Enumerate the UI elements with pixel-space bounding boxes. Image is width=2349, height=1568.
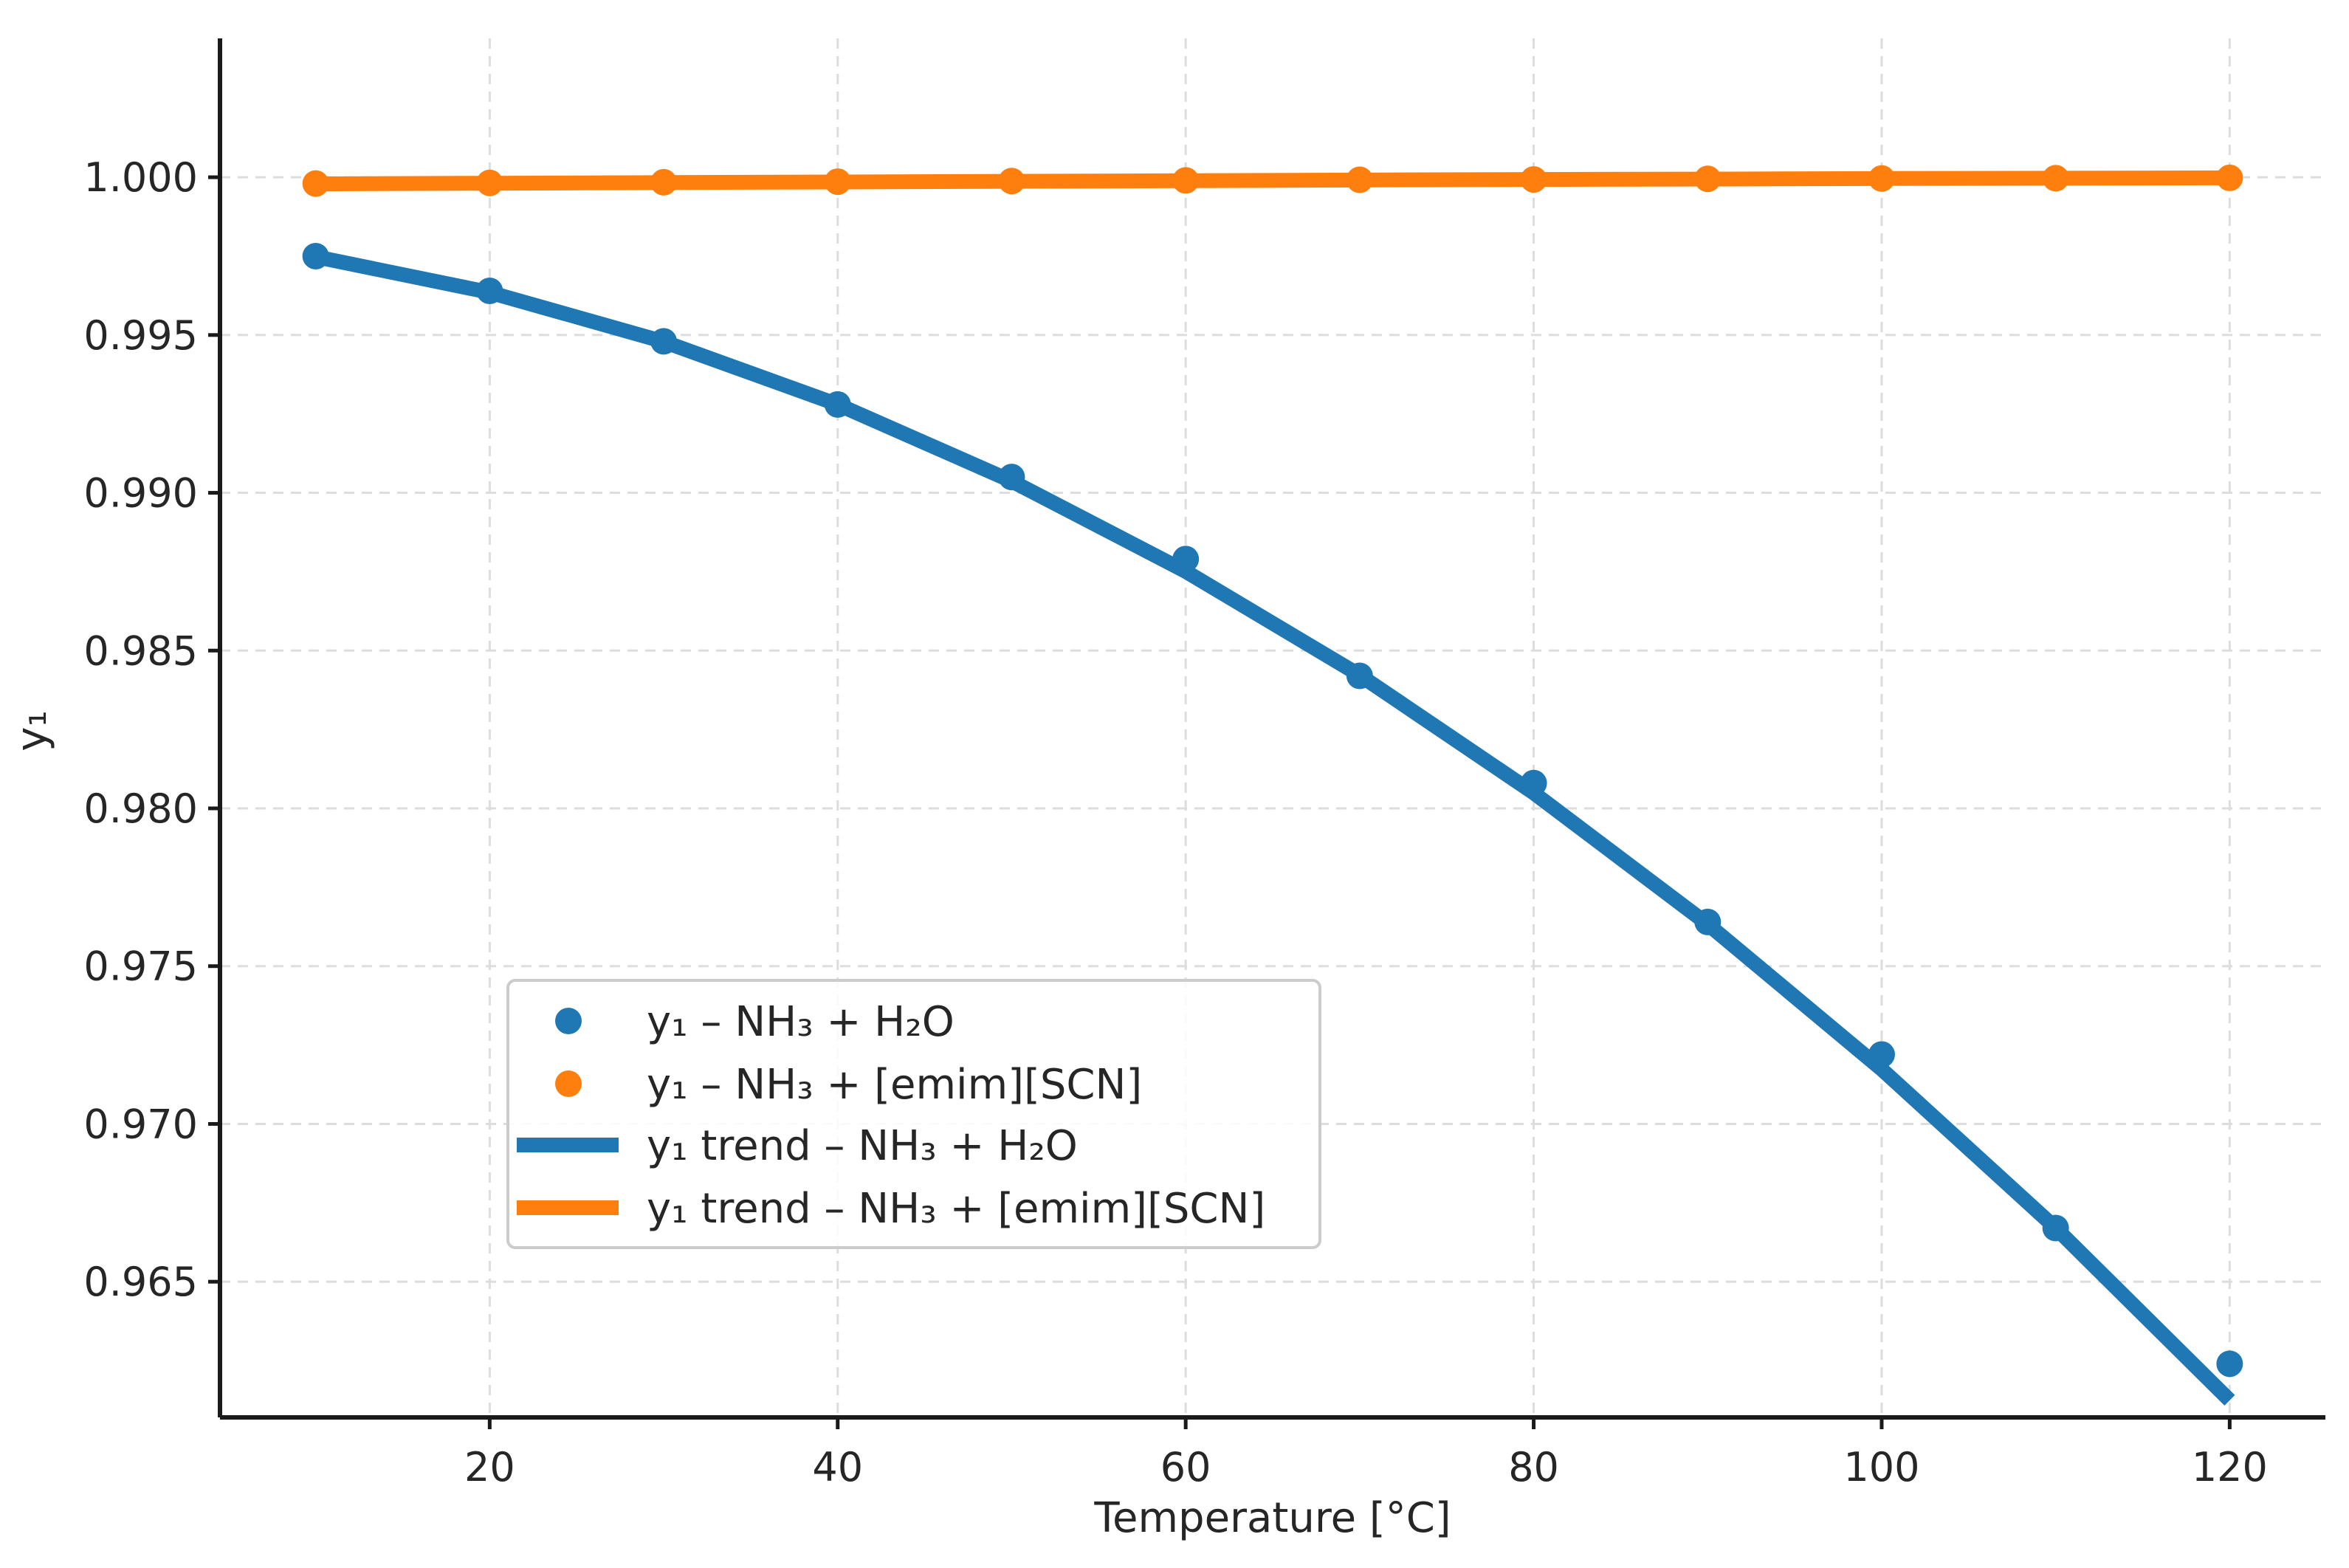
data-point-y-nh-h-o xyxy=(1520,769,1547,797)
y-tick-label: 0.980 xyxy=(83,785,198,832)
legend-label-h2o-points: y₁ – NH₃ + H₂O xyxy=(647,998,955,1046)
y-tick-label: 1.000 xyxy=(83,154,198,201)
data-point-y-nh-emim-scn xyxy=(1346,166,1373,193)
y-tick-label: 0.965 xyxy=(83,1259,198,1305)
data-point-y-nh-h-o xyxy=(998,464,1025,491)
x-tick-label: 20 xyxy=(464,1444,515,1490)
x-axis-label: Temperature [°C] xyxy=(1093,1494,1451,1542)
data-point-y-nh-emim-scn xyxy=(476,169,503,196)
data-point-y-nh-emim-scn xyxy=(2216,164,2243,191)
data-point-y-nh-emim-scn xyxy=(650,168,678,196)
legend-label-emim-trend: y₁ trend – NH₃ + [emim][SCN] xyxy=(647,1185,1265,1233)
y-tick-label: 0.970 xyxy=(83,1101,198,1147)
legend-marker-h2o-points xyxy=(555,1008,582,1034)
x-tick-label: 60 xyxy=(1160,1444,1211,1490)
x-tick-label: 120 xyxy=(2192,1444,2268,1490)
data-point-y-nh-emim-scn xyxy=(1172,167,1200,194)
data-point-y-nh-emim-scn xyxy=(302,170,329,197)
y-tick-label: 0.985 xyxy=(83,627,198,674)
data-point-y-nh-emim-scn xyxy=(824,168,851,196)
series-line-y-trend-nh-emim-scn xyxy=(315,170,2230,192)
ticks: 20 40 60 80 100 120 0.965 0.970 0.975 0.980 0.985 0… xyxy=(83,154,2267,1490)
legend-label-emim-points: y₁ – NH₃ + [emim][SCN] xyxy=(647,1061,1142,1109)
data-point-y-nh-h-o xyxy=(824,391,851,418)
data-point-y-nh-emim-scn xyxy=(998,168,1025,195)
data-point-y-nh-h-o xyxy=(1694,908,1722,935)
data-point-y-nh-h-o xyxy=(476,277,503,304)
data-point-y-nh-emim-scn xyxy=(1694,165,1722,193)
data-point-y-nh-h-o xyxy=(1172,546,1200,573)
x-tick-label: 40 xyxy=(812,1444,863,1490)
data-point-y-nh-h-o xyxy=(1868,1041,1895,1068)
data-point-y-nh-h-o xyxy=(1346,662,1373,690)
legend-label-h2o-trend: y₁ trend – NH₃ + H₂O xyxy=(647,1122,1078,1170)
x-tick-label: 100 xyxy=(1843,1444,1919,1490)
data-point-y-nh-emim-scn xyxy=(1868,165,1895,192)
data-point-y-nh-h-o xyxy=(650,328,678,355)
plot-area xyxy=(302,164,2243,1406)
data-point-y-nh-h-o xyxy=(2042,1214,2069,1242)
data-point-y-nh-h-o xyxy=(2216,1350,2243,1378)
y-axis-label: y₁ xyxy=(8,710,56,752)
series-line-y-trend-nh-h-o xyxy=(314,250,2235,1406)
legend-marker-emim-points xyxy=(555,1070,582,1097)
y-tick-label: 0.975 xyxy=(83,943,198,990)
y-tick-label: 0.990 xyxy=(83,470,198,517)
legend: y₁ – NH₃ + H₂O y₁ – NH₃ + [emim][SCN] y₁… xyxy=(506,979,1321,1249)
legend-frame xyxy=(506,979,1321,1249)
data-point-y-nh-emim-scn xyxy=(1520,166,1547,193)
axes xyxy=(218,38,2325,1420)
y-tick-label: 0.995 xyxy=(83,312,198,359)
data-point-y-nh-h-o xyxy=(302,242,329,269)
data-point-y-nh-emim-scn xyxy=(2042,165,2069,192)
x-tick-label: 80 xyxy=(1508,1444,1559,1490)
